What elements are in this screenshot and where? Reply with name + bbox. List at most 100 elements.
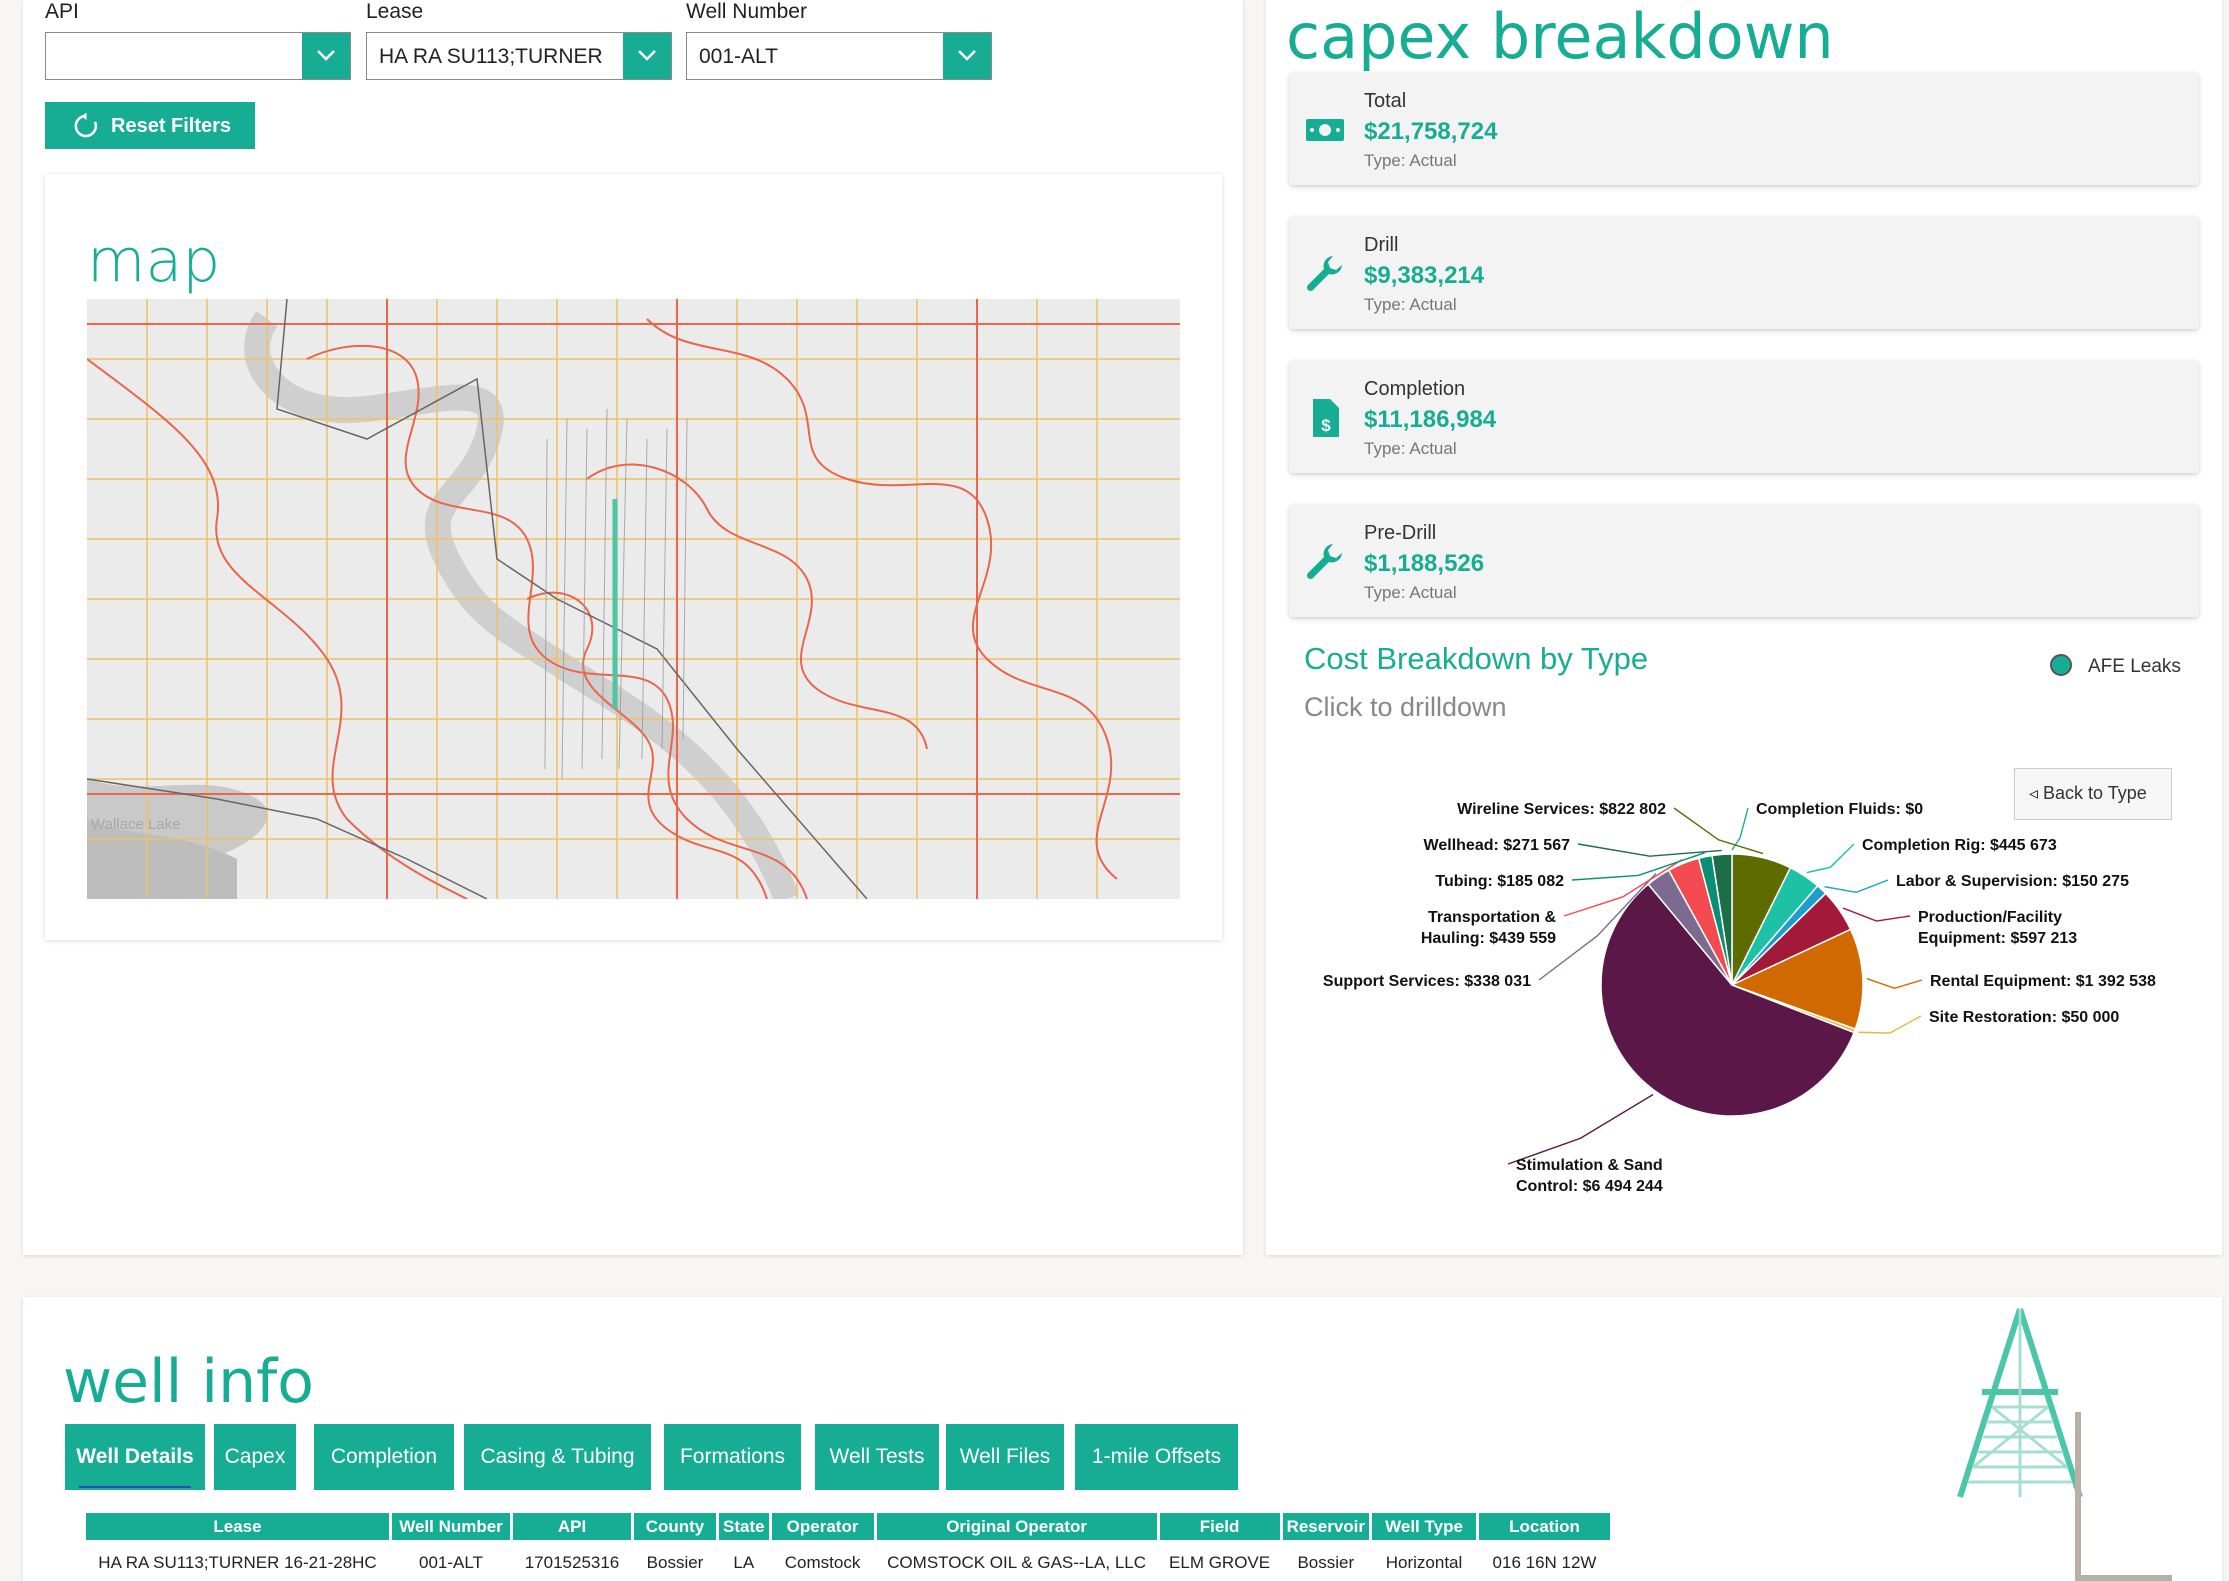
column-header[interactable]: Lease: [86, 1513, 389, 1540]
wrench-icon: [1306, 544, 1342, 580]
capex-title: capex breakdown: [1286, 0, 1834, 73]
lease-dropdown[interactable]: HA RA SU113;TURNER 1...: [366, 32, 672, 80]
refresh-icon: [74, 113, 98, 138]
pie-data-label: Production/Facility Equipment: $597 213: [1918, 909, 2077, 947]
reset-filters-label: Reset Filters: [111, 115, 232, 137]
table-row[interactable]: HA RA SU113;TURNER 16-21-28HC 001-ALT 17…: [86, 1540, 1610, 1581]
kpi-card-completion[interactable]: $ Completion $11,186,984 Type: Actual: [1289, 360, 2199, 473]
well-info-title: well info: [63, 1347, 314, 1417]
pie-slice[interactable]: [1730, 928, 1864, 1031]
wrench-icon: [1306, 256, 1342, 292]
pie-connector-line: [1571, 852, 1705, 881]
cost-pie-chart[interactable]: Completion Fluids: $0 Wireline Services: …: [1266, 760, 2222, 1200]
table-cell: Bossier: [1297, 1553, 1355, 1572]
pie-data-label: Completion Rig: $445 673: [1862, 837, 2057, 854]
well-number-value: 001-ALT: [699, 45, 778, 68]
tab-label: Well Tests: [829, 1445, 925, 1468]
tab-label: Well Files: [959, 1445, 1051, 1468]
table-cell: Bossier: [646, 1553, 704, 1572]
table-cell: ELM GROVE: [1169, 1553, 1271, 1572]
legend-marker[interactable]: [2050, 654, 2072, 676]
chevron-down-icon[interactable]: [302, 33, 350, 79]
kpi-card-total[interactable]: Total $21,758,724 Type: Actual: [1289, 72, 2199, 185]
api-dropdown[interactable]: [45, 32, 351, 80]
table-cell: HA RA SU113;TURNER 16-21-28HC: [98, 1553, 377, 1572]
pie-slice[interactable]: [1711, 853, 1733, 986]
pie-data-label: Stimulation & Sand Control: $6 494 244: [1516, 1157, 1663, 1195]
chevron-down-icon[interactable]: [623, 33, 671, 79]
column-header[interactable]: Location: [1479, 1513, 1611, 1540]
column-header[interactable]: State: [719, 1513, 769, 1540]
kpi-type: Type: Actual: [1364, 583, 1457, 602]
kpi-card-drill[interactable]: Drill $9,383,214 Type: Actual: [1289, 216, 2199, 329]
column-header[interactable]: Reservoir: [1282, 1513, 1370, 1540]
column-header[interactable]: Well Type: [1372, 1513, 1477, 1540]
pie-data-label: Wellhead: $271 567: [1424, 837, 1571, 854]
pie-connector-line: [1806, 843, 1855, 874]
column-header[interactable]: Original Operator: [876, 1513, 1157, 1540]
table-cell: 001-ALT: [419, 1553, 483, 1572]
chart-subtitle: Click to drilldown: [1304, 692, 1507, 722]
legend-label[interactable]: AFE Leaks: [2088, 656, 2181, 677]
pie-connector-line: [1824, 879, 1889, 894]
tab-formations[interactable]: Formations: [664, 1424, 801, 1490]
pie-connector-line: [1673, 807, 1764, 855]
map-view[interactable]: Wallace Lake: [87, 299, 1180, 899]
reset-filters-button[interactable]: Reset Filters: [45, 102, 255, 149]
lease-value: HA RA SU113;TURNER 1...: [379, 45, 609, 68]
table-cell: Horizontal: [1385, 1553, 1463, 1572]
well-info-panel: well info Well Details Capex Completion …: [23, 1297, 2222, 1581]
pie-data-label: Site Restoration: $50 000: [1929, 1009, 2119, 1026]
tab-capex[interactable]: Capex: [214, 1424, 296, 1490]
map-place-label: Wallace Lake: [91, 816, 181, 833]
map-title: map: [87, 226, 221, 296]
pie-data-label: Wireline Services: $822 802: [1457, 801, 1666, 818]
column-header[interactable]: API: [513, 1513, 631, 1540]
column-header[interactable]: Well Number: [392, 1513, 510, 1540]
tab-well-tests[interactable]: Well Tests: [815, 1424, 939, 1490]
tab-label: Well Details: [76, 1445, 194, 1468]
table-cell: 1701525316: [524, 1553, 620, 1572]
well-number-label: Well Number: [686, 0, 807, 23]
tab-well-details[interactable]: Well Details: [65, 1424, 205, 1490]
tab-well-files[interactable]: Well Files: [946, 1424, 1064, 1490]
derrick-logo: [1957, 1308, 2172, 1581]
kpi-type: Type: Actual: [1364, 439, 1457, 458]
tab-casing-tubing[interactable]: Casing & Tubing: [464, 1424, 651, 1490]
tab-1-mile-offsets[interactable]: 1-mile Offsets: [1075, 1424, 1238, 1490]
kpi-label: Total: [1364, 90, 1407, 112]
pie-data-label: Tubing: $185 082: [1435, 873, 1564, 890]
money-bill-icon: [1306, 119, 1344, 141]
column-header[interactable]: Operator: [771, 1513, 874, 1540]
pie-connector-line: [1577, 843, 1722, 857]
pie-data-label: Completion Fluids: $0: [1756, 801, 1923, 818]
kpi-value: $1,188,526: [1364, 550, 1485, 577]
pie-connector-line: [1538, 872, 1657, 981]
pie-data-label: Labor & Supervision: $150 275: [1896, 873, 2129, 890]
chevron-down-icon[interactable]: [943, 33, 991, 79]
pie-slice[interactable]: [1600, 883, 1856, 1117]
tab-completion[interactable]: Completion: [314, 1424, 454, 1490]
capex-panel: capex breakdown Total $21,758,724 Type: …: [1266, 0, 2222, 1255]
kpi-card-pre-drill[interactable]: Pre-Drill $1,188,526 Type: Actual: [1289, 504, 2199, 617]
invoice-dollar-icon: $: [1313, 399, 1339, 437]
table-cell: COMSTOCK OIL & GAS--LA, LLC: [887, 1553, 1146, 1572]
svg-text:$: $: [1321, 416, 1331, 435]
table-header-row: Lease Well Number API County State Opera…: [86, 1513, 1611, 1540]
pie-connector-line: [1858, 1015, 1922, 1034]
map-card: map: [45, 174, 1222, 940]
lease-label: Lease: [366, 0, 424, 23]
kpi-value: $21,758,724: [1364, 118, 1498, 145]
tab-label: Completion: [330, 1445, 438, 1468]
kpi-label: Completion: [1364, 378, 1466, 400]
kpi-type: Type: Actual: [1364, 295, 1457, 314]
table-cell: Comstock: [784, 1553, 861, 1572]
back-to-type-label: ◃ Back to Type: [2029, 783, 2147, 803]
pie-connector-line: [1507, 1093, 1654, 1165]
back-to-type-button[interactable]: ◃ Back to Type: [2014, 768, 2172, 820]
well-number-dropdown[interactable]: 001-ALT: [686, 32, 992, 80]
column-header[interactable]: Field: [1159, 1513, 1280, 1540]
tab-label: 1-mile Offsets: [1091, 1445, 1222, 1468]
map-canvas[interactable]: Wallace Lake: [87, 299, 1180, 899]
column-header[interactable]: County: [634, 1513, 716, 1540]
